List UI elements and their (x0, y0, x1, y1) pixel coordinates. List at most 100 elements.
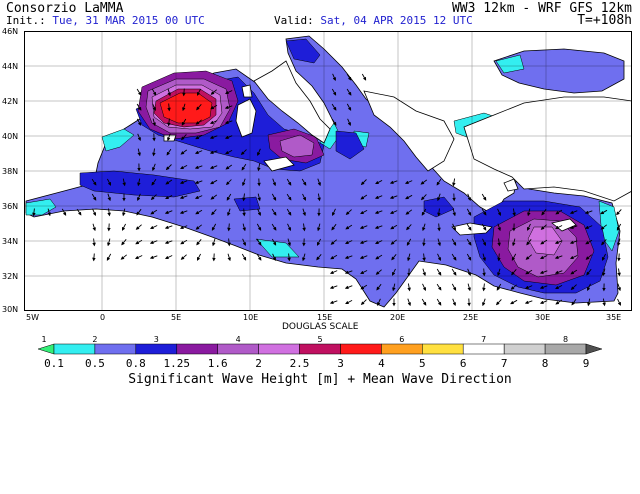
direction-arrow (345, 209, 352, 216)
direction-arrow (331, 223, 337, 231)
direction-arrow (107, 178, 112, 186)
direction-arrow (224, 120, 233, 124)
direction-arrow (107, 193, 111, 202)
direction-arrow (195, 209, 203, 215)
direction-arrow (107, 238, 111, 247)
douglas-number: 7 (481, 335, 486, 344)
direction-arrow (164, 240, 173, 244)
colorbar-segment (176, 343, 218, 355)
direction-arrow (511, 269, 517, 276)
direction-arrow (481, 208, 487, 216)
douglas-number: 2 (92, 335, 97, 344)
direction-arrow (317, 223, 321, 232)
direction-arrow (422, 283, 426, 292)
direction-arrow (167, 103, 171, 112)
direction-arrow (525, 269, 533, 275)
direction-arrow (616, 223, 622, 231)
direction-arrow (512, 208, 516, 217)
direction-arrow (196, 88, 201, 96)
lon-label: 5W (26, 313, 39, 322)
direction-arrow (302, 208, 306, 217)
direction-arrow (389, 180, 398, 184)
direction-arrow (421, 298, 427, 306)
legend-title: Significant Wave Height [m] + Mean Wave … (128, 372, 512, 387)
direction-arrow (227, 238, 231, 247)
direction-arrow (390, 224, 398, 230)
lead-time: T=+108h (577, 13, 632, 28)
direction-arrow (332, 208, 336, 217)
direction-arrow (539, 255, 548, 259)
direction-arrow (437, 238, 441, 247)
direction-arrow (600, 209, 608, 215)
direction-arrow (317, 193, 321, 202)
direction-arrow (92, 223, 96, 232)
direction-arrow (555, 299, 563, 305)
direction-arrow (539, 300, 548, 304)
direction-arrow (360, 194, 368, 200)
direction-arrow (182, 103, 186, 112)
direction-arrow (584, 210, 593, 214)
direction-arrow (527, 208, 531, 217)
direction-arrow (451, 268, 457, 276)
douglas-number: 4 (236, 335, 241, 344)
direction-arrow (569, 210, 578, 214)
lat-label: 44N (2, 62, 19, 71)
direction-arrow (452, 298, 456, 307)
direction-arrow (602, 268, 606, 277)
lon-label: 20E (390, 313, 406, 322)
direction-arrow (344, 255, 353, 259)
colorbar-max-arrow (585, 343, 603, 355)
direction-arrow (209, 120, 218, 124)
direction-arrow (165, 195, 173, 200)
direction-arrow (527, 223, 531, 231)
colorbar-tick-label: 6 (460, 357, 467, 370)
direction-arrow (256, 238, 262, 246)
direction-arrow (407, 298, 411, 307)
colorbar-segment (135, 343, 177, 355)
direction-arrow (587, 283, 591, 292)
douglas-number: 5 (317, 335, 322, 344)
colorbar-tick-label: 7 (501, 357, 508, 370)
direction-arrow (194, 150, 203, 154)
lat-label: 36N (2, 202, 19, 211)
direction-arrow (554, 270, 563, 274)
lat-label: 38N (2, 167, 19, 176)
lat-label: 40N (2, 132, 19, 141)
direction-arrow (585, 254, 592, 260)
direction-arrow (209, 165, 218, 169)
direction-arrow (166, 148, 172, 156)
direction-arrow (196, 104, 202, 111)
direction-arrow (226, 193, 232, 201)
direction-arrow (212, 238, 216, 247)
direction-arrow (136, 208, 142, 216)
direction-arrow (286, 208, 292, 216)
direction-arrow (600, 224, 607, 230)
lon-label: 10E (243, 313, 259, 322)
direction-arrow (181, 118, 187, 126)
direction-arrow (524, 285, 533, 289)
direction-arrow (122, 208, 126, 217)
direction-arrow (466, 208, 472, 216)
graticule (24, 31, 632, 311)
direction-arrow (210, 179, 218, 185)
colorbar-segment (53, 343, 96, 355)
direction-arrow (286, 193, 292, 201)
direction-arrow (347, 118, 351, 127)
colorbar-tick-label: 2 (255, 357, 262, 370)
direction-arrow (240, 149, 247, 156)
douglas-number: 1 (41, 335, 46, 344)
colorbar-segment (503, 343, 546, 355)
direction-arrow (360, 284, 368, 290)
direction-arrow (345, 300, 353, 305)
direction-arrow (257, 148, 261, 157)
direction-arrow (344, 240, 353, 244)
colorbar-tick-label: 1.25 (164, 357, 191, 370)
direction-arrow (106, 253, 112, 261)
lat-label: 42N (2, 97, 19, 106)
direction-arrow (167, 118, 171, 127)
direction-arrow (497, 268, 501, 277)
direction-arrow (167, 133, 171, 142)
direction-arrow (570, 284, 577, 291)
direction-arrow (525, 254, 532, 260)
direction-arrow (554, 240, 563, 244)
